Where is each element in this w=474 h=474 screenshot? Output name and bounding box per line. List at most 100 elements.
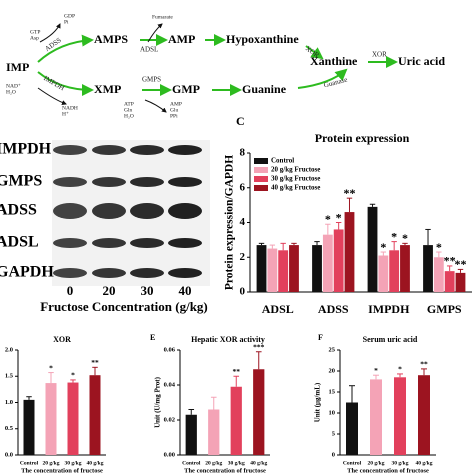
x-tick-label: Control — [20, 460, 39, 466]
y-tick-label: 20 — [329, 367, 336, 374]
x-tick-label: 40 g/kg — [87, 460, 104, 466]
chart-title: XOR — [53, 335, 71, 344]
bar — [370, 379, 382, 455]
enzyme-label: ADSL — [140, 46, 158, 54]
cofactor-label: Fumarate — [152, 14, 173, 20]
significance: * — [391, 229, 397, 243]
bar — [423, 245, 433, 292]
band — [53, 145, 87, 155]
bar — [208, 409, 220, 455]
cofactor-label: H₂O — [6, 89, 16, 95]
band — [53, 203, 87, 219]
legend-swatch — [254, 158, 268, 164]
bar — [253, 369, 265, 455]
chart-title: Hepatic XOR activity — [191, 335, 265, 344]
significance: ** — [343, 186, 355, 200]
bar — [312, 245, 322, 292]
band — [53, 177, 87, 187]
bar — [389, 250, 400, 292]
band — [92, 238, 126, 248]
bar — [344, 212, 355, 292]
significance: * — [325, 212, 331, 226]
band — [130, 145, 164, 155]
significance: * — [336, 210, 342, 224]
significance: ** — [444, 254, 456, 268]
y-tick-label: 10 — [329, 409, 336, 416]
bar — [378, 255, 389, 292]
arrow — [297, 68, 348, 89]
significance: * — [402, 231, 408, 245]
cofactor-label: GTP — [30, 29, 40, 35]
panel-letter: E — [150, 333, 155, 342]
x-tick-label: Control — [343, 460, 362, 466]
lane-label: 0 — [67, 283, 74, 298]
bar — [23, 399, 35, 455]
band — [92, 145, 126, 155]
significance: * — [436, 240, 442, 254]
y-tick-label: 0.04 — [164, 381, 176, 388]
lane-label: 30 — [141, 283, 154, 298]
x-axis-label: The concentration of fructose — [21, 467, 103, 474]
y-tick-label: 25 — [329, 346, 336, 353]
y-tick-label: 0 — [332, 451, 335, 458]
band — [168, 145, 202, 155]
y-tick-label: 8 — [240, 147, 246, 159]
x-tick-label: 30 g/kg — [392, 460, 409, 466]
bar — [455, 272, 466, 292]
y-tick-label: 2 — [240, 251, 246, 263]
panel-letter: C — [236, 114, 245, 128]
pathway-diagram — [37, 23, 398, 113]
x-tick-label: 20 g/kg — [43, 460, 60, 466]
band — [53, 268, 87, 278]
cofactor-label: Asp — [30, 35, 39, 41]
x-tick-label: 20 g/kg — [368, 460, 385, 466]
legend-label: 40 g/kg Fructose — [271, 184, 320, 192]
x-tick-label: 30 g/kg — [228, 460, 245, 466]
y-tick-label: 5 — [332, 430, 336, 437]
enzyme-label: XOR — [372, 51, 387, 59]
y-tick-label: 0.0 — [5, 451, 13, 458]
enzyme-label: IMPDH — [42, 74, 66, 92]
bar — [89, 375, 101, 455]
x-tick-label: 40 g/kg — [416, 460, 433, 466]
cofactor-label: H⁺ — [62, 110, 69, 117]
node-label: IMP — [6, 60, 29, 74]
x-tick-label: GMPS — [427, 302, 462, 316]
cofactor-label: NADH — [62, 105, 78, 111]
significance: * — [49, 363, 53, 372]
node-label: Hypoxanthine — [226, 32, 299, 46]
significance: * — [398, 365, 402, 374]
bar — [185, 414, 197, 455]
bar — [367, 206, 378, 292]
band — [168, 268, 202, 278]
y-tick-label: 0.00 — [164, 451, 175, 458]
node-label: Uric acid — [398, 54, 445, 68]
node-label: AMPS — [94, 32, 128, 46]
lane-label: 20 — [103, 283, 116, 298]
significance: *** — [253, 342, 265, 351]
bar — [394, 377, 406, 455]
significance: * — [374, 366, 378, 375]
node-label: Guanine — [242, 82, 287, 96]
cofactor-label: PPi — [170, 113, 178, 119]
y-tick-label: 0.06 — [164, 346, 176, 353]
bar — [444, 271, 455, 292]
blot-x-label: Fructose Concentration (g/kg) — [40, 299, 208, 314]
node-label: Xanthine — [310, 54, 358, 68]
y-tick-label: 15 — [329, 388, 336, 395]
cofactor-label: ATP — [124, 101, 134, 107]
bar — [418, 375, 430, 455]
band — [92, 268, 126, 278]
legend-label: 20 g/kg Fructose — [271, 166, 320, 174]
significance: ** — [233, 367, 241, 376]
significance: ** — [91, 358, 99, 367]
legend-label: Control — [271, 157, 294, 165]
protein-label: IMPDH — [0, 141, 52, 158]
band — [130, 203, 164, 219]
bar — [267, 248, 278, 292]
protein-label: GAPDH — [0, 264, 54, 281]
legend-swatch — [254, 176, 268, 182]
bar — [45, 383, 57, 455]
enzyme-label: Guanase — [323, 76, 348, 90]
protein-label: ADSS — [0, 202, 37, 219]
